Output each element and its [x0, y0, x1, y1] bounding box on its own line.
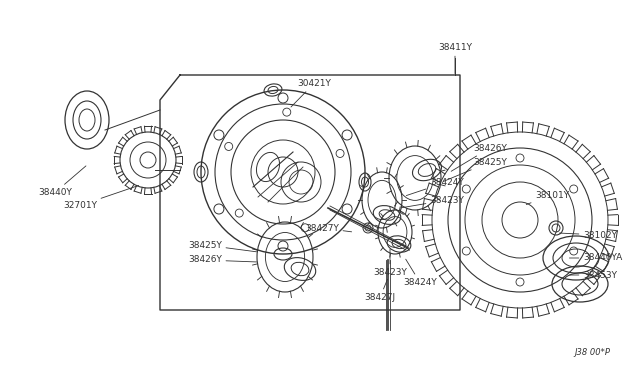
Text: 38453Y: 38453Y: [570, 270, 617, 279]
Text: 38425Y: 38425Y: [444, 157, 507, 182]
Text: 38427J: 38427J: [364, 279, 396, 302]
Text: 38102Y: 38102Y: [559, 231, 617, 240]
Text: 38427Y: 38427Y: [305, 224, 351, 232]
Text: 38101Y: 38101Y: [526, 190, 569, 205]
Text: J38 00*P: J38 00*P: [574, 348, 610, 357]
Text: 38424Y: 38424Y: [406, 177, 464, 196]
Text: 38425Y: 38425Y: [188, 241, 257, 252]
Text: 32701Y: 32701Y: [63, 186, 139, 210]
Text: 38426Y: 38426Y: [188, 256, 257, 264]
Text: 38411Y: 38411Y: [438, 43, 472, 74]
Text: 38424Y: 38424Y: [403, 259, 437, 287]
Text: 38440YA: 38440YA: [570, 253, 622, 263]
Text: 38423Y: 38423Y: [401, 196, 464, 208]
Text: 38426Y: 38426Y: [451, 144, 507, 171]
Text: 30421Y: 30421Y: [291, 79, 331, 107]
Text: 38440Y: 38440Y: [38, 166, 86, 197]
Text: 38423Y: 38423Y: [373, 249, 407, 277]
